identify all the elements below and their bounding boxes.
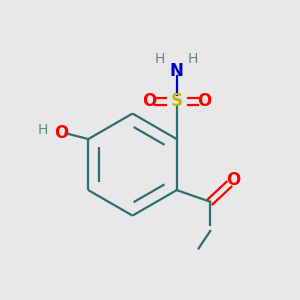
Text: H: H — [37, 123, 48, 137]
Text: O: O — [54, 124, 69, 142]
Text: H: H — [188, 52, 198, 66]
Text: S: S — [171, 92, 183, 110]
Text: O: O — [142, 92, 156, 110]
Text: O: O — [197, 92, 212, 110]
Text: N: N — [170, 61, 184, 80]
Text: O: O — [226, 171, 241, 189]
Text: H: H — [154, 52, 165, 66]
